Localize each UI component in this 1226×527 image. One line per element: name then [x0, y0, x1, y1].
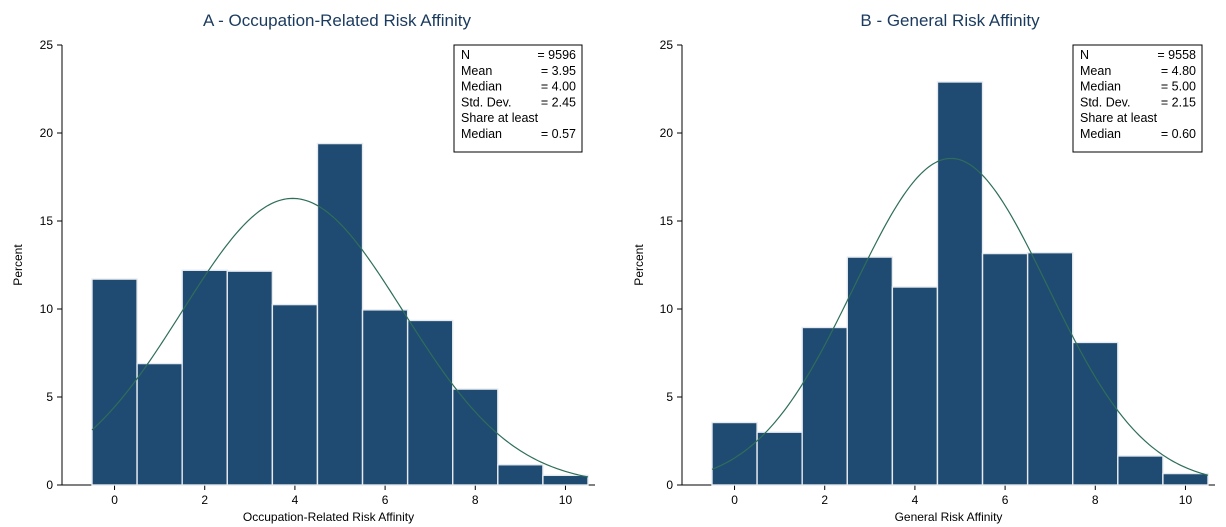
y-axis-label: Percent	[632, 244, 646, 286]
x-tick-label: 10	[1179, 493, 1193, 507]
stat-label: Median	[461, 80, 502, 94]
y-tick-label: 15	[40, 214, 54, 228]
x-tick-label: 4	[912, 493, 919, 507]
y-tick-label: 25	[660, 38, 674, 52]
bar-10	[1162, 472, 1209, 486]
stat-label: Share at least	[1080, 111, 1158, 125]
y-tick-label: 10	[660, 302, 674, 316]
stat-value: = 9596	[537, 48, 576, 62]
stats-box: N = 9596 Mean = 3.95 Median = 4.00 Std. Dev. = …	[453, 44, 583, 153]
stat-label: Median	[1080, 127, 1121, 141]
bar-4	[891, 286, 939, 486]
x-tick-label: 8	[472, 493, 479, 507]
bars	[711, 81, 1209, 486]
y-tick-label: 15	[660, 214, 674, 228]
stat-value: = 4.80	[1161, 64, 1196, 78]
y-tick-label: 5	[46, 390, 53, 404]
stats-box: N = 9558 Mean = 4.80 Median = 5.00 Std. Dev. = …	[1072, 44, 1203, 153]
bar-3	[226, 270, 274, 486]
stat-label: Std. Dev.	[1080, 95, 1130, 109]
chart-title: B - General Risk Affinity	[860, 11, 1040, 30]
x-tick-label: 0	[111, 493, 118, 507]
stat-value: = 3.95	[541, 64, 576, 78]
x-tick-label: 0	[731, 493, 738, 507]
y-axis-label: Percent	[11, 244, 25, 286]
bar-7	[406, 319, 454, 486]
bar-0	[711, 421, 758, 486]
bar-5	[936, 81, 984, 486]
stat-label: N	[461, 48, 470, 62]
stat-label: Mean	[1080, 64, 1111, 78]
stat-label: Median	[461, 127, 502, 141]
bar-7	[1026, 251, 1074, 486]
y-tick-label: 20	[660, 126, 674, 140]
stat-value: = 9558	[1157, 48, 1196, 62]
normal-density-curve	[91, 197, 589, 478]
x-tick-label: 10	[559, 493, 573, 507]
stat-label: Mean	[461, 64, 492, 78]
bar-2	[801, 326, 848, 486]
bar-3	[846, 256, 894, 486]
x-tick-label: 8	[1092, 493, 1099, 507]
x-tick-label: 2	[201, 493, 208, 507]
x-tick-label: 6	[1002, 493, 1009, 507]
bar-8	[452, 388, 499, 486]
stats-box-frame	[1072, 44, 1203, 153]
stat-value: = 4.00	[541, 80, 576, 94]
bar-5	[316, 142, 364, 486]
bar-6	[361, 309, 409, 486]
x-tick-label: 6	[382, 493, 389, 507]
stat-label: N	[1080, 48, 1089, 62]
y-tick-label: 20	[40, 126, 54, 140]
stat-label: Std. Dev.	[461, 95, 511, 109]
stat-value: = 2.15	[1161, 95, 1196, 109]
bar-0	[91, 278, 138, 486]
normal-density-curve	[711, 157, 1209, 476]
x-axis-label: Occupation-Related Risk Affinity	[243, 510, 414, 524]
stat-value: = 2.45	[541, 95, 576, 109]
stat-value: = 0.57	[541, 127, 576, 141]
y-tick-label: 0	[46, 478, 53, 492]
bar-9	[1117, 455, 1164, 486]
bar-4	[271, 303, 319, 486]
y-tick-label: 25	[40, 38, 54, 52]
stat-label: Median	[1080, 80, 1121, 94]
bar-6	[981, 252, 1029, 486]
x-axis-label: General Risk Affinity	[895, 510, 1003, 524]
bars	[91, 142, 589, 486]
chart-title: A - Occupation-Related Risk Affinity	[203, 11, 472, 30]
x-tick-label: 4	[292, 493, 299, 507]
chart-panel-b: B - General Risk Affinity 0 5 10 15 20 25 0 2 4 6 8…	[632, 11, 1215, 524]
bar-2	[181, 269, 228, 486]
y-tick-label: 0	[666, 478, 673, 492]
bar-1	[756, 431, 803, 486]
y-tick-label: 10	[40, 302, 54, 316]
stat-value: = 0.60	[1161, 127, 1196, 141]
x-tick-label: 2	[821, 493, 828, 507]
stat-value: = 5.00	[1161, 80, 1196, 94]
stat-label: Share at least	[461, 111, 539, 125]
stats-box-frame	[453, 44, 583, 153]
bar-9	[497, 464, 544, 486]
bar-8	[1072, 341, 1119, 486]
chart-panel-a: A - Occupation-Related Risk Affinity 0 5 10…	[11, 11, 595, 524]
bar-10	[542, 474, 589, 486]
bar-1	[136, 362, 183, 486]
y-tick-label: 5	[666, 390, 673, 404]
